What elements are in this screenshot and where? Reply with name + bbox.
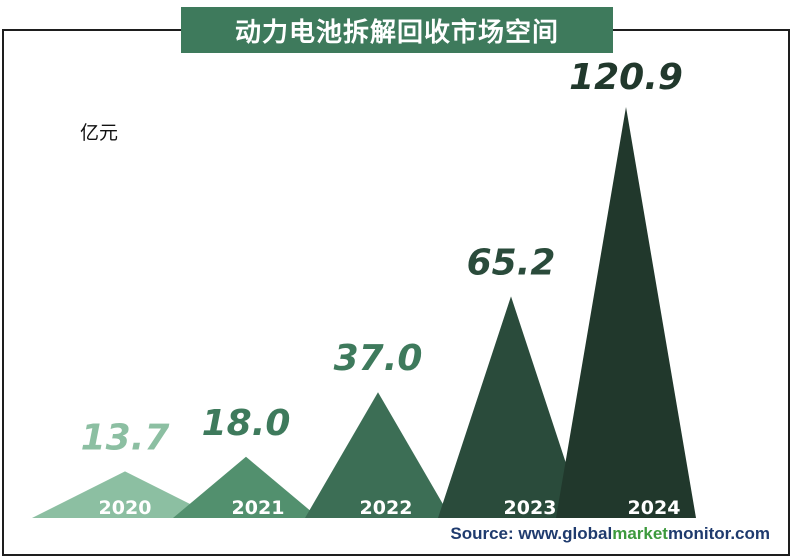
- bar-2020: [32, 471, 218, 518]
- bar-2022: [305, 392, 451, 518]
- value-label-2020: 13.7: [81, 417, 170, 458]
- chart-title: 动力电池拆解回收市场空间: [181, 7, 613, 53]
- source-global: global: [562, 524, 613, 543]
- category-label-2020: 2020: [99, 497, 152, 519]
- value-label-2023: 65.2: [467, 242, 556, 283]
- y-axis-unit-label: 亿元: [80, 122, 119, 144]
- bar-2024: [556, 106, 696, 518]
- value-label-2021: 18.0: [202, 403, 291, 444]
- source-monitor: monitor: [667, 524, 731, 543]
- source-prefix: Source: www.: [450, 524, 563, 543]
- source-suffix: .com: [730, 524, 770, 543]
- value-label-2024: 120.9: [569, 57, 683, 98]
- value-label-2022: 37.0: [334, 338, 423, 379]
- bar-2021: [173, 456, 319, 518]
- source-credit: Source: www.globalmarketmonitor.com: [450, 524, 770, 544]
- source-market: market: [612, 524, 668, 543]
- category-label-2022: 2022: [360, 497, 413, 519]
- category-label-2024: 2024: [628, 497, 681, 519]
- bar-2023: [438, 296, 584, 518]
- category-label-2021: 2021: [232, 497, 285, 519]
- category-label-2023: 2023: [504, 497, 557, 519]
